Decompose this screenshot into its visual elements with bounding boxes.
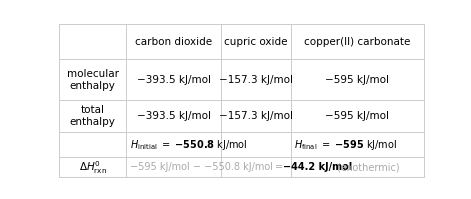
Text: cupric oxide: cupric oxide: [224, 36, 288, 47]
Text: −157.3 kJ/mol: −157.3 kJ/mol: [219, 75, 293, 85]
Text: $H_{\mathrm{final}}$ $=$ $\mathbf{-595}$ kJ/mol: $H_{\mathrm{final}}$ $=$ $\mathbf{-595}$…: [294, 138, 398, 152]
Text: carbon dioxide: carbon dioxide: [135, 36, 212, 47]
Text: −393.5 kJ/mol: −393.5 kJ/mol: [137, 111, 211, 121]
Text: (exothermic): (exothermic): [334, 162, 400, 172]
Text: molecular
enthalpy: molecular enthalpy: [66, 69, 119, 91]
Text: −595 kJ/mol: −595 kJ/mol: [325, 75, 390, 85]
Text: −44.2 kJ/mol: −44.2 kJ/mol: [284, 162, 353, 172]
Text: total
enthalpy: total enthalpy: [70, 105, 115, 127]
Text: −595 kJ/mol: −595 kJ/mol: [325, 111, 390, 121]
Text: −595 kJ/mol − −550.8 kJ/mol =: −595 kJ/mol − −550.8 kJ/mol =: [130, 162, 285, 172]
Text: −393.5 kJ/mol: −393.5 kJ/mol: [137, 75, 211, 85]
Text: $H_{\mathrm{initial}}$ $=$ $\mathbf{-550.8}$ kJ/mol: $H_{\mathrm{initial}}$ $=$ $\mathbf{-550…: [130, 138, 248, 152]
Text: −157.3 kJ/mol: −157.3 kJ/mol: [219, 111, 293, 121]
Text: $\Delta H^0_{\mathrm{rxn}}$: $\Delta H^0_{\mathrm{rxn}}$: [79, 159, 107, 176]
Text: copper(II) carbonate: copper(II) carbonate: [304, 36, 410, 47]
